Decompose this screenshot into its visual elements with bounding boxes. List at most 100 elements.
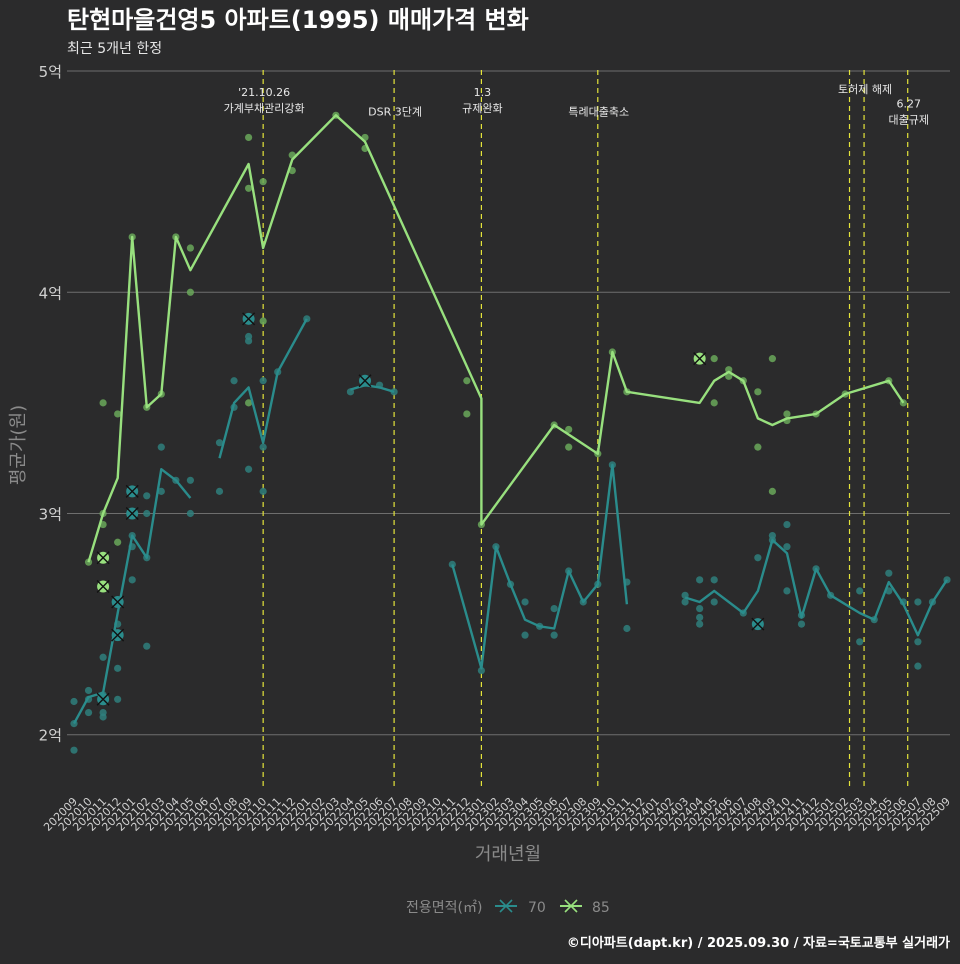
cancelled-mark-85: [96, 579, 110, 593]
transaction-point-70: [259, 487, 267, 495]
transaction-point-85: [565, 443, 573, 451]
cancelled-mark-70: [751, 617, 765, 631]
transaction-point-70: [710, 576, 718, 584]
legend-title: 전용면적(㎡): [406, 900, 482, 916]
transaction-point-70: [128, 576, 136, 584]
transaction-point-70: [114, 695, 122, 703]
y-axis-title: 평균가(원): [8, 405, 29, 485]
transaction-point-70: [783, 587, 791, 595]
cancelled-marks-layer: [96, 312, 765, 706]
transaction-point-85: [710, 399, 718, 407]
cancelled-mark-cross: [111, 628, 125, 642]
transaction-point-70: [477, 666, 485, 675]
transaction-point-70: [186, 476, 194, 484]
transaction-point-85: [783, 410, 791, 418]
legend: 전용면적(㎡) 70 85: [406, 899, 610, 916]
transaction-point-70: [696, 605, 704, 613]
transaction-point-85: [725, 372, 733, 380]
transaction-point-70: [157, 443, 165, 451]
transaction-point-70: [710, 598, 718, 606]
cancelled-mark-70: [96, 692, 110, 706]
transaction-point-70: [856, 638, 864, 646]
transaction-point-85: [259, 317, 267, 325]
transaction-point-70: [914, 598, 922, 606]
transaction-point-85: [725, 366, 733, 374]
cancelled-mark-cross: [751, 617, 765, 631]
cancelled-mark-cross: [96, 692, 110, 706]
transaction-point-85: [259, 178, 267, 186]
cancelled-mark-cross: [125, 484, 139, 498]
transaction-point-70: [448, 560, 456, 568]
transaction-point-70: [143, 492, 151, 500]
transaction-point-70: [157, 487, 165, 495]
x-axis-title: 거래년월: [475, 844, 541, 865]
transaction-point-70: [143, 642, 151, 650]
transaction-point-70: [521, 631, 529, 639]
transaction-point-70: [84, 708, 93, 717]
event-label: 1.3: [474, 86, 492, 99]
transaction-point-70: [143, 509, 151, 518]
legend-key-70: [495, 899, 517, 913]
transaction-point-70: [914, 638, 922, 646]
cancelled-mark-cross: [125, 506, 139, 520]
cancelled-mark-85: [96, 551, 110, 565]
transaction-point-70: [215, 487, 224, 495]
transaction-point-70: [696, 613, 704, 622]
transaction-point-85: [245, 399, 253, 407]
transaction-point-85: [754, 443, 762, 451]
y-tick-label: 5억: [39, 63, 62, 81]
transaction-point-70: [114, 664, 122, 672]
cancelled-mark-cross: [96, 551, 110, 565]
transaction-point-70: [230, 377, 238, 385]
transaction-point-70: [550, 605, 558, 613]
chart-subtitle: 최근 5개년 한정: [67, 41, 162, 57]
transaction-point-85: [245, 184, 253, 192]
series-line-70: [72, 468, 192, 725]
transaction-point-85: [114, 410, 122, 418]
legend-label-85: 85: [592, 900, 610, 916]
event-label: 특례대출축소: [568, 105, 629, 118]
event-label: 규제완화: [462, 102, 502, 115]
legend-label-70: 70: [528, 900, 546, 916]
transaction-point-70: [696, 576, 704, 584]
legend-key-cross: [564, 899, 578, 913]
event-label: DSR 3단계: [368, 105, 422, 118]
series-line-70: [684, 538, 949, 637]
transaction-point-70: [914, 662, 922, 670]
transaction-point-70: [783, 543, 791, 551]
event-label: '21.10.26: [238, 86, 290, 99]
transaction-point-85: [710, 355, 718, 363]
cancelled-mark-cross: [242, 312, 256, 326]
event-label: 토허제 해제: [838, 82, 892, 96]
transaction-point-85: [768, 487, 777, 495]
series-lines-layer: [72, 114, 949, 725]
event-label: 6.27: [896, 97, 921, 110]
cancelled-mark-cross: [358, 374, 372, 388]
legend-key-cross: [499, 899, 513, 913]
y-tick-label: 4억: [39, 284, 62, 302]
cancelled-mark-70: [125, 484, 139, 498]
transaction-point-70: [623, 624, 631, 633]
transaction-point-70: [215, 439, 224, 447]
transaction-point-70: [768, 532, 777, 540]
transaction-point-70: [754, 554, 762, 562]
transaction-point-85: [245, 133, 253, 142]
transaction-point-70: [186, 509, 194, 518]
transaction-point-70: [856, 587, 864, 595]
transaction-point-70: [245, 332, 253, 341]
transaction-point-85: [463, 377, 471, 385]
cancelled-mark-85: [693, 352, 707, 366]
transaction-point-70: [696, 620, 704, 628]
transaction-point-70: [681, 598, 689, 606]
transaction-point-70: [245, 465, 253, 473]
y-tick-label: 3억: [39, 505, 62, 523]
grid-layer: [67, 70, 950, 736]
transaction-point-85: [754, 388, 762, 396]
transaction-point-70: [259, 377, 267, 385]
cancelled-mark-cross: [111, 595, 125, 609]
cancelled-mark-70: [111, 628, 125, 642]
transaction-point-85: [463, 410, 471, 418]
transaction-point-70: [550, 631, 558, 639]
transaction-point-70: [70, 697, 78, 706]
